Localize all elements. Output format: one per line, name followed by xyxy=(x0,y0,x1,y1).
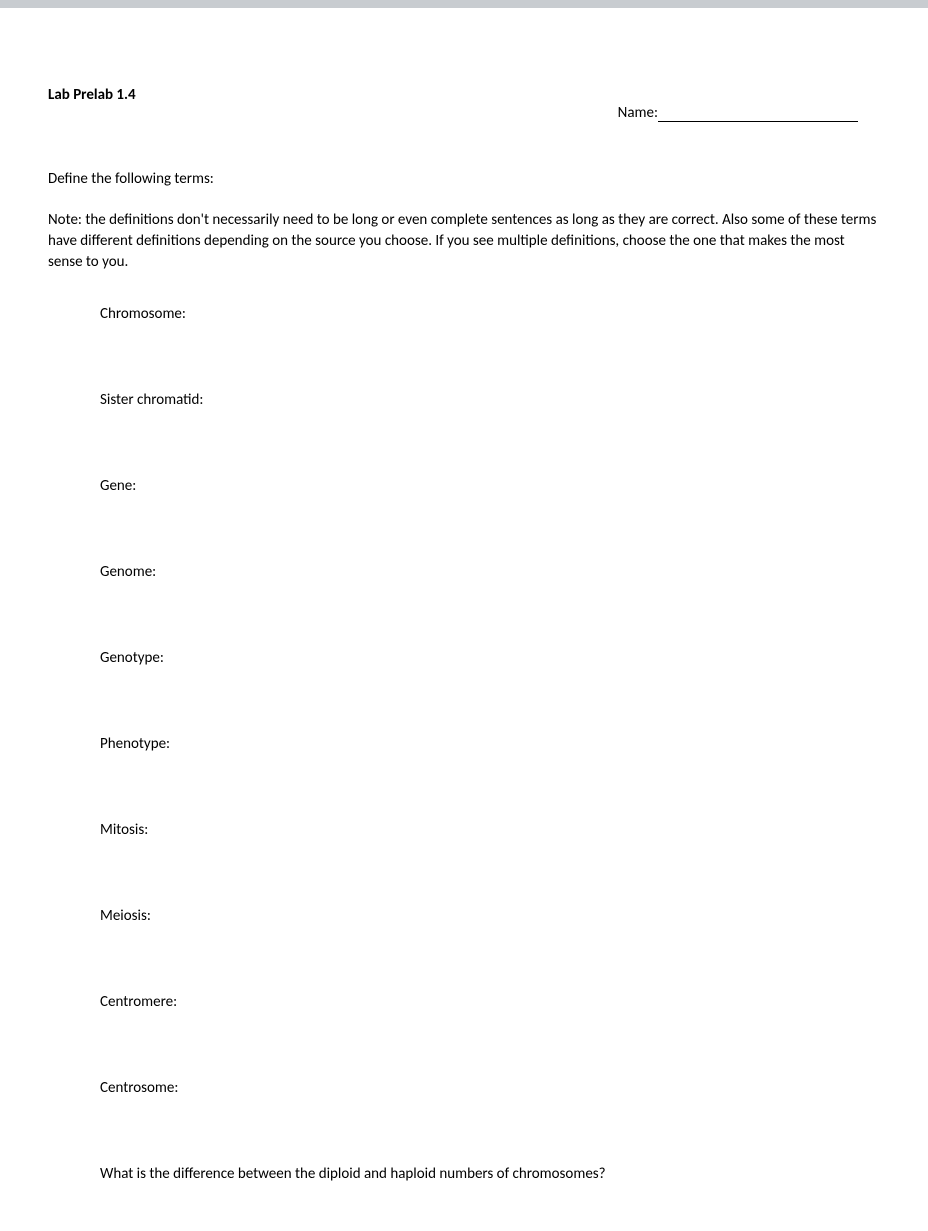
term-genome: Genome: xyxy=(100,563,880,581)
term-centrosome: Centrosome: xyxy=(100,1079,880,1097)
term-list: Chromosome: Sister chromatid: Gene: Geno… xyxy=(48,305,880,1183)
document-title: Lab Prelab 1.4 xyxy=(48,86,136,104)
term-mitosis: Mitosis: xyxy=(100,821,880,839)
name-blank-line[interactable] xyxy=(658,121,858,122)
name-label: Name: xyxy=(618,104,658,122)
term-chromosome: Chromosome: xyxy=(100,305,880,323)
note-text: Note: the definitions don't necessarily … xyxy=(48,210,880,273)
term-genotype: Genotype: xyxy=(100,649,880,667)
top-bar xyxy=(0,0,928,8)
document-page: Lab Prelab 1.4 Name: Define the followin… xyxy=(0,8,928,1231)
term-phenotype: Phenotype: xyxy=(100,735,880,753)
term-sister-chromatid: Sister chromatid: xyxy=(100,391,880,409)
term-centromere: Centromere: xyxy=(100,993,880,1011)
name-field: Name: xyxy=(618,104,858,122)
term-gene: Gene: xyxy=(100,477,880,495)
question-text: What is the difference between the diplo… xyxy=(100,1165,880,1183)
title-row: Lab Prelab 1.4 Name: xyxy=(48,86,880,122)
term-meiosis: Meiosis: xyxy=(100,907,880,925)
instruction-text: Define the following terms: xyxy=(48,170,880,188)
